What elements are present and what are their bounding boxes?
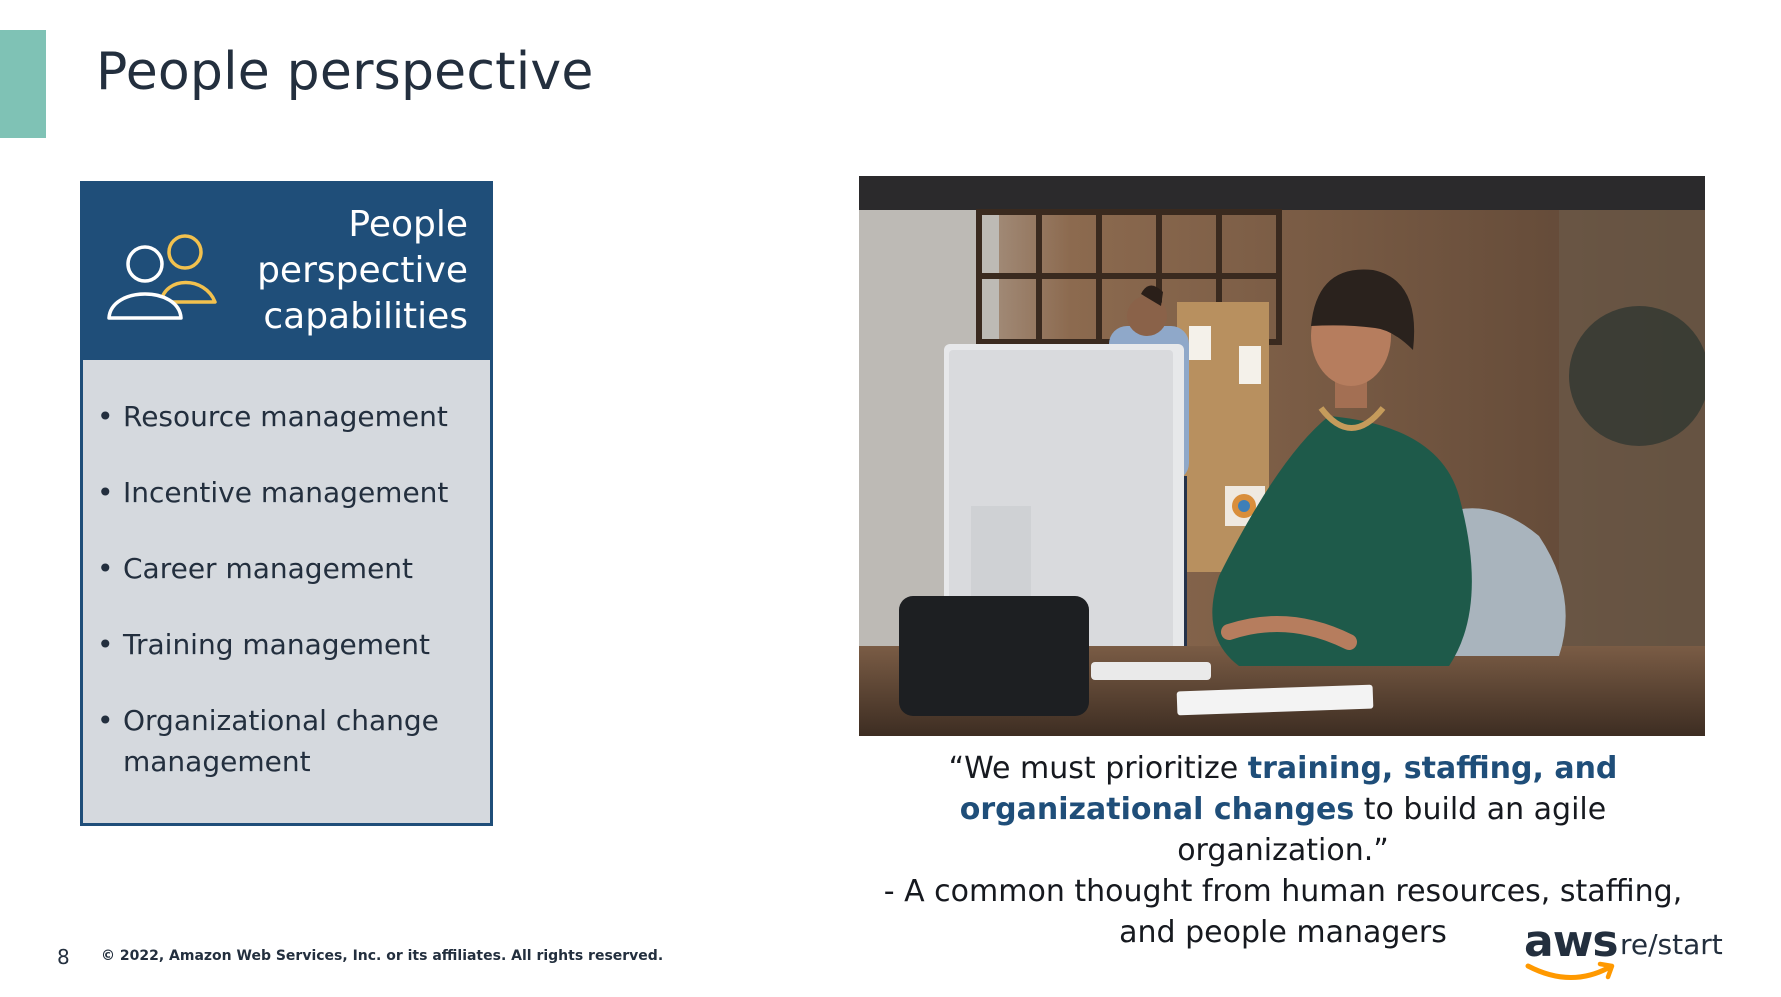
title-accent-bar (0, 30, 46, 138)
list-item: Organizational change management (97, 700, 477, 782)
list-item: Incentive management (97, 472, 477, 513)
card-header: People perspective capabilities (83, 184, 490, 360)
list-item: Career management (97, 548, 477, 589)
list-item: Training management (97, 624, 477, 665)
aws-smile-icon (1525, 961, 1615, 980)
office-photo (859, 176, 1705, 736)
card-title-line: capabilities (263, 296, 468, 337)
capabilities-list: Resource management Incentive management… (97, 396, 477, 782)
copyright-text: © 2022, Amazon Web Services, Inc. or its… (101, 948, 664, 964)
card-title: People perspective capabilities (208, 202, 468, 340)
logo-product: re/start (1620, 928, 1723, 961)
quote-highlight: training, staffing, and organizational c… (959, 751, 1618, 827)
people-icon (107, 234, 217, 320)
aws-restart-logo: aws re/start (1520, 916, 1723, 984)
card-title-line: perspective (257, 250, 468, 291)
quote-open: “We must prioritize (948, 751, 1248, 786)
list-item: Resource management (97, 396, 477, 437)
quote-attribution: - A common thought from human resources,… (883, 874, 1683, 950)
quote-text: “We must prioritize training, staffing, … (868, 748, 1698, 953)
page-title: People perspective (96, 42, 594, 102)
logo-brand: aws (1524, 916, 1619, 967)
card-title-line: People (348, 204, 468, 245)
quote-close: to build an agile organization.” (1177, 792, 1607, 868)
capabilities-card: People perspective capabilities Resource… (80, 181, 493, 826)
page-number: 8 (57, 945, 70, 969)
office-photo-illustration (859, 176, 1705, 736)
